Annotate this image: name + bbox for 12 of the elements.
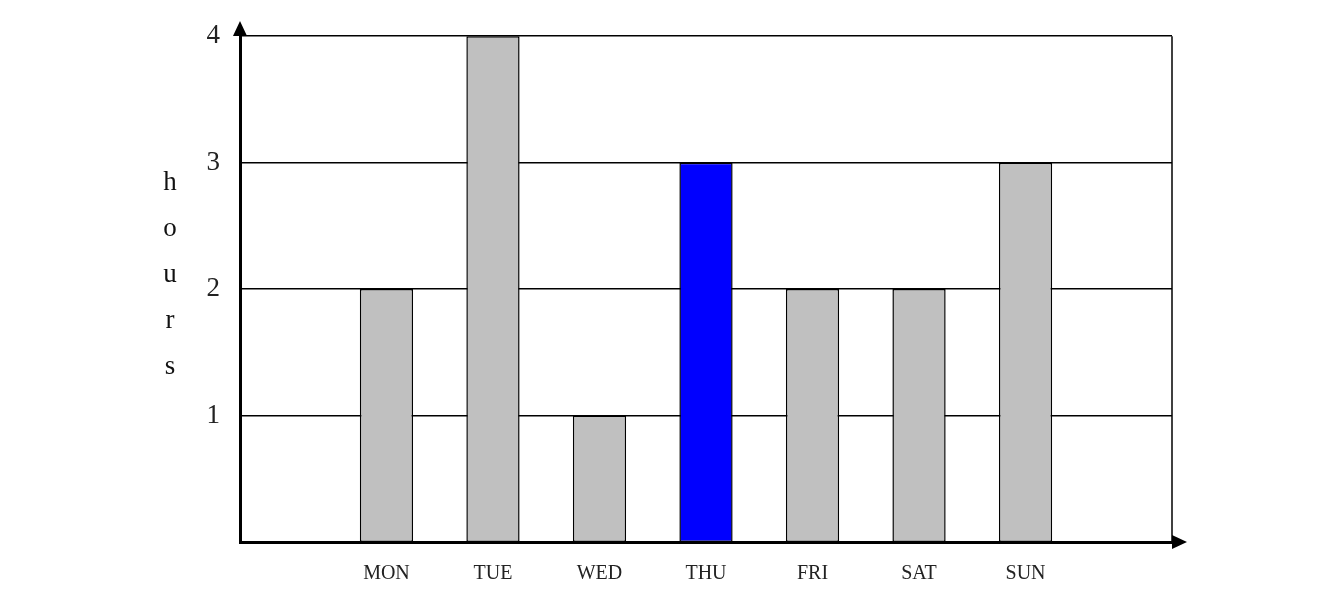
y-axis-title: hours xyxy=(155,166,185,397)
x-tick-label: SUN xyxy=(1005,561,1046,584)
y-tick-label: 2 xyxy=(206,272,220,303)
x-tick-label: WED xyxy=(576,561,623,584)
x-tick-label: SAT xyxy=(901,561,937,584)
y-tick-label: 3 xyxy=(206,145,220,176)
x-tick-label: FRI xyxy=(796,561,829,584)
x-tick-label: MON xyxy=(363,561,410,584)
x-tick-label: TUE xyxy=(473,561,513,584)
x-tick-label: THU xyxy=(685,561,728,584)
y-tick-label: 1 xyxy=(206,398,220,429)
y-tick-label: 4 xyxy=(206,19,221,50)
